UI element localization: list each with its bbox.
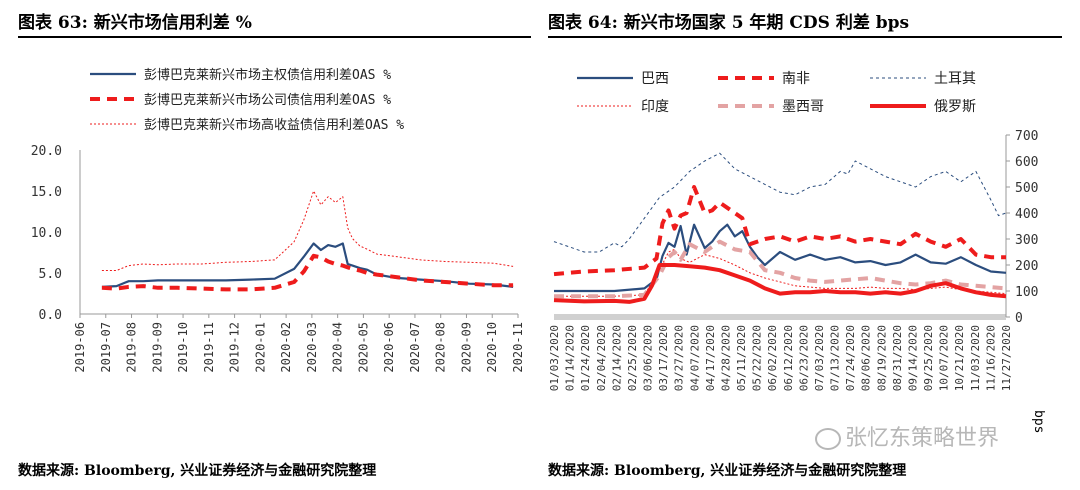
x-tick-label: 11/03/2020: [969, 325, 982, 391]
legend-label: 印度: [641, 99, 669, 115]
legend-label: 彭博巴克莱新兴市场主权债信用利差OAS %: [144, 67, 391, 83]
x-tick-label: 11/27/2020: [1000, 325, 1013, 391]
right-chart-title: 图表 64: 新兴市场国家 5 年期 CDS 利差 bps: [548, 13, 910, 33]
x-tick-label: 2020-02: [279, 322, 293, 373]
x-tick-label: 2020-06: [382, 322, 396, 373]
x-tick-label: 08/06/2020: [860, 325, 873, 391]
x-tick-label: 2019-11: [202, 322, 216, 373]
x-tick-label: 10/07/2020: [938, 325, 951, 391]
right-source-note: 数据来源: Bloomberg, 兴业证券经济与金融研究院整理: [548, 463, 907, 479]
y-tick-label: 5.0: [39, 267, 62, 282]
x-tick-label: 06/12/2020: [782, 325, 795, 391]
x-tick-label: 06/23/2020: [797, 325, 810, 391]
series-line: [553, 185, 1006, 277]
right-chart-series: [553, 152, 1007, 304]
x-tick-label: 2019-08: [125, 322, 139, 373]
left-chart-axes: 20.0 15.0 10.0 5.0 0.0 2019-06 2019-07 2019-08 2…: [31, 144, 525, 373]
y-tick-label: 600: [1015, 155, 1038, 170]
y-tick-label: 300: [1015, 233, 1038, 248]
x-tick-label: 07/03/2020: [813, 325, 826, 391]
legend-label: 土耳其: [934, 71, 976, 87]
series-line: [553, 152, 1007, 253]
wechat-logo-icon: [815, 428, 841, 450]
legend-label: 彭博巴克莱新兴市场高收益债信用利差OAS %: [144, 117, 404, 133]
x-tick-label: 2019-07: [99, 322, 113, 373]
x-tick-label: 03/06/2020: [642, 325, 655, 391]
x-tick-label: 08/31/2020: [891, 325, 904, 391]
x-tick-label: 2020-04: [331, 322, 345, 373]
left-chart-legend: 彭博巴克莱新兴市场主权债信用利差OAS % 彭博巴克莱新兴市场公司债信用利差OAS…: [90, 67, 404, 133]
x-tick-label: 03/27/2020: [673, 325, 686, 391]
x-tick-label: 01/24/2020: [579, 325, 592, 391]
right-unit-label: bps: [1031, 410, 1046, 433]
legend-label: 南非: [782, 71, 810, 87]
series-line: [101, 253, 514, 292]
y-tick-label: 0.0: [39, 308, 62, 323]
x-tick-label: 2020-11: [511, 322, 525, 373]
x-tick-label: 2019-06: [73, 322, 87, 373]
series-line: [554, 248, 1007, 297]
x-tick-label: 03/17/2020: [657, 325, 670, 391]
legend-label: 彭博巴克莱新兴市场公司债信用利差OAS %: [144, 92, 391, 108]
x-tick-label: 10/21/2020: [953, 325, 966, 391]
x-tick-label: 2019-10: [176, 322, 190, 373]
series-line: [553, 263, 1007, 304]
legend-label: 巴西: [641, 71, 669, 87]
y-tick-label: 500: [1015, 181, 1038, 196]
x-tick-label: 05/22/2020: [751, 325, 764, 391]
x-tick-label: 02/25/2020: [626, 325, 639, 391]
y-tick-label: 20.0: [31, 144, 62, 159]
left-chart: 彭博巴克莱新兴市场主权债信用利差OAS % 彭博巴克莱新兴市场公司债信用利差OAS…: [31, 67, 525, 373]
x-tick-label: 02/04/2020: [595, 325, 608, 391]
x-tick-label: 2020-07: [408, 322, 422, 373]
x-tick-label: 06/02/2020: [766, 325, 779, 391]
y-tick-label: 100: [1015, 285, 1038, 300]
x-tick-label: 2020-01: [253, 322, 267, 373]
series-line: [554, 223, 1007, 293]
series-line: [101, 242, 514, 288]
x-tick-label: 08/19/2020: [875, 325, 888, 391]
x-tick-label: 02/14/2020: [610, 325, 623, 391]
x-tick-label: 2019-12: [228, 322, 242, 373]
legend-label: 墨西哥: [782, 99, 824, 115]
x-tick-label: 04/07/2020: [688, 325, 701, 391]
series-line: [554, 239, 1007, 299]
left-source-note: 数据来源: Bloomberg, 兴业证券经济与金融研究院整理: [18, 463, 377, 479]
series-line: [101, 190, 514, 271]
left-title-rule: [18, 36, 531, 38]
watermark-text: 张忆东策略世界: [845, 426, 1000, 451]
y-tick-label: 400: [1015, 207, 1038, 222]
x-tick-label: 09/14/2020: [906, 325, 919, 391]
legend-label: 俄罗斯: [934, 99, 976, 115]
y-tick-label: 0: [1015, 311, 1023, 326]
y-tick-label: 10.0: [31, 226, 62, 241]
x-tick-label: 2019-09: [150, 322, 164, 373]
left-chart-series: [101, 190, 514, 292]
x-tick-label: 2020-05: [356, 322, 370, 373]
right-title-rule: [548, 36, 1062, 38]
right-chart-axes: 700 600 500 400 300 200 100 0 01/03/2020 01/14/20…: [548, 129, 1038, 391]
watermark: 张忆东策略世界: [815, 420, 999, 452]
x-tick-label: 11/16/2020: [984, 325, 997, 391]
x-tick-label: 2020-08: [434, 322, 448, 373]
x-tick-label: 07/24/2020: [844, 325, 857, 391]
y-tick-label: 200: [1015, 259, 1038, 274]
x-tick-label: 01/14/2020: [564, 325, 577, 391]
left-chart-title: 图表 63: 新兴市场信用利差 %: [18, 13, 252, 33]
x-tick-label: 04/17/2020: [704, 325, 717, 391]
x-tick-label: 2020-03: [305, 322, 319, 373]
x-tick-label: 09/25/2020: [922, 325, 935, 391]
y-tick-label: 700: [1015, 129, 1038, 144]
x-tick-label: 2020-10: [485, 322, 499, 373]
x-tick-label: 04/28/2020: [719, 325, 732, 391]
x-tick-label: 05/11/2020: [735, 325, 748, 391]
x-tick-label: 01/03/2020: [548, 325, 561, 391]
x-tick-label: 07/13/2020: [829, 325, 842, 391]
x-tick-label: 2020-09: [459, 322, 473, 373]
y-tick-label: 15.0: [31, 185, 62, 200]
